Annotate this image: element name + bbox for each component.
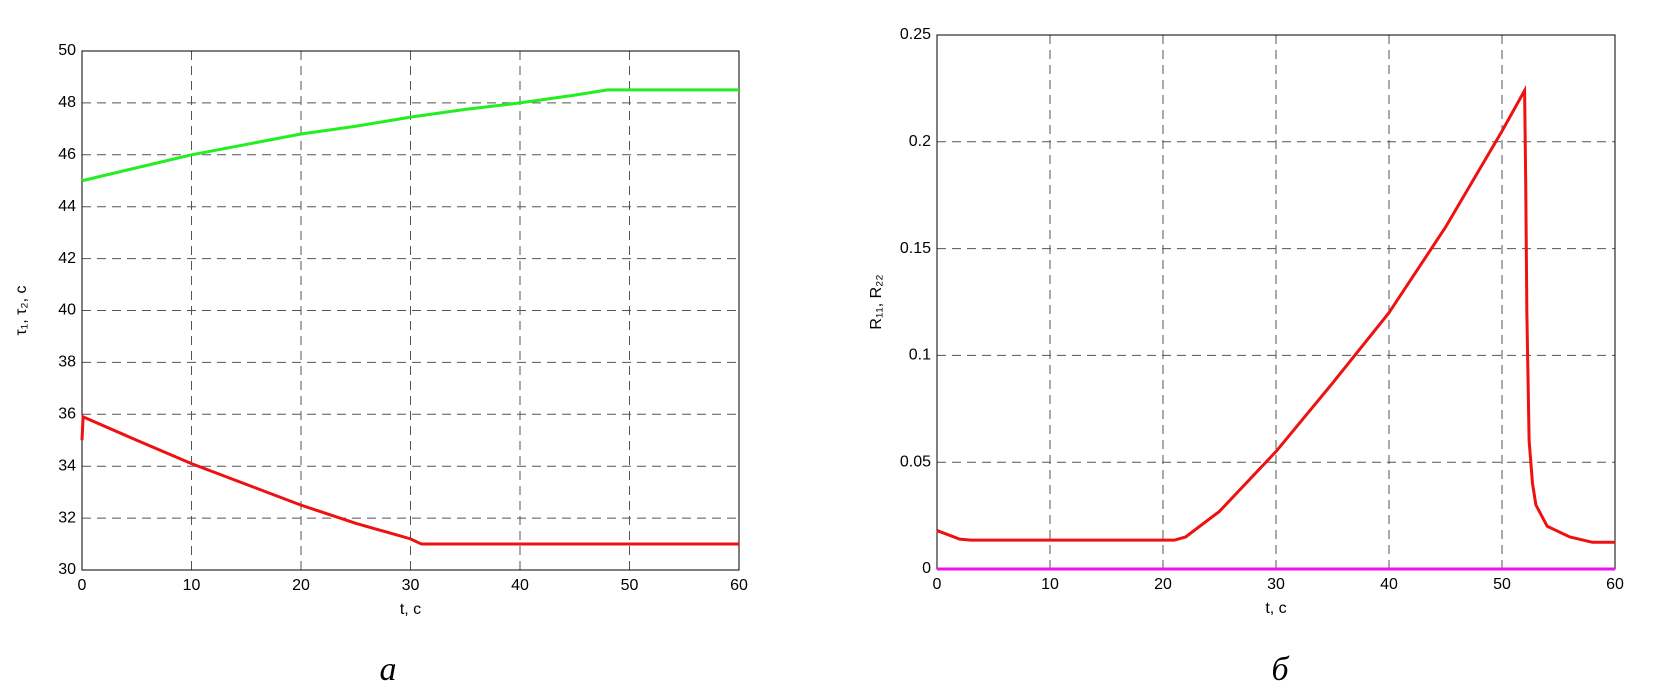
x-tick-label: 20 bbox=[292, 577, 310, 594]
x-tick-label: 60 bbox=[730, 577, 748, 594]
y-tick-label: 30 bbox=[58, 561, 76, 578]
y-tick-label: 42 bbox=[58, 250, 76, 267]
caption: б bbox=[1271, 651, 1290, 688]
caption: а bbox=[380, 651, 397, 688]
y-tick-label: 0.2 bbox=[909, 133, 931, 150]
y-tick-label: 48 bbox=[58, 94, 76, 111]
y-tick-label: 32 bbox=[58, 509, 76, 526]
x-tick-label: 30 bbox=[402, 577, 420, 594]
x-tick-label: 60 bbox=[1606, 576, 1624, 593]
y-tick-label: 44 bbox=[58, 198, 76, 215]
y-tick-label: 0.1 bbox=[909, 347, 931, 364]
x-tick-label: 0 bbox=[78, 577, 87, 594]
plot-frame bbox=[81, 50, 740, 571]
x-tick-label: 50 bbox=[1493, 576, 1511, 593]
y-tick-label: 40 bbox=[58, 302, 76, 319]
y-tick-label: 0.15 bbox=[900, 240, 931, 257]
x-axis-label: t, c bbox=[1265, 600, 1286, 617]
x-axis-label: t, c bbox=[400, 601, 421, 618]
y-tick-label: 34 bbox=[58, 457, 76, 474]
y-tick-label: 36 bbox=[58, 406, 76, 423]
y-tick-label: 0.05 bbox=[900, 453, 931, 470]
y-tick-label: 46 bbox=[58, 146, 76, 163]
x-tick-label: 50 bbox=[621, 577, 639, 594]
y-tick-label: 38 bbox=[58, 354, 76, 371]
y-tick-label: 50 bbox=[58, 42, 76, 59]
x-tick-label: 10 bbox=[183, 577, 201, 594]
data-line bbox=[81, 88, 739, 183]
x-tick-label: 30 bbox=[1267, 576, 1285, 593]
x-tick-label: 40 bbox=[1380, 576, 1398, 593]
x-tick-label: 0 bbox=[933, 576, 942, 593]
y-tick-label: 0 bbox=[922, 560, 931, 577]
x-tick-label: 40 bbox=[511, 577, 529, 594]
data-line bbox=[80, 414, 739, 546]
y-tick-label: 0.25 bbox=[900, 26, 931, 43]
y-axis-label: τ₁, τ₂, c bbox=[13, 285, 30, 335]
data-line bbox=[936, 84, 1615, 544]
x-tick-label: 20 bbox=[1154, 576, 1172, 593]
x-tick-label: 10 bbox=[1041, 576, 1059, 593]
y-axis-label: R₁₁, R₂₂ bbox=[868, 274, 885, 329]
